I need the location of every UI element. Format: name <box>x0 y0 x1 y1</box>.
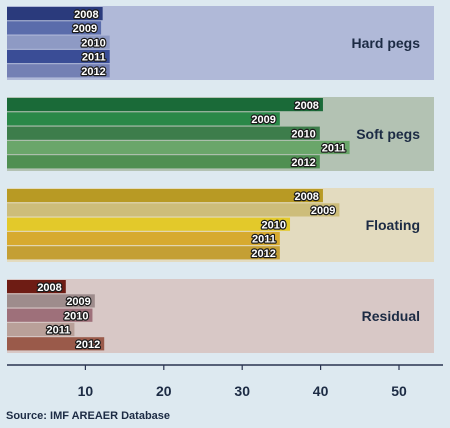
bar-2009 <box>7 294 95 308</box>
bar-label: 2010 <box>291 128 315 140</box>
bar-label: 2011 <box>252 234 276 246</box>
bar-2012 <box>7 337 105 351</box>
bar-2012 <box>7 246 280 260</box>
bar-2011 <box>7 231 280 246</box>
bar-label: 2008 <box>74 9 98 21</box>
bar-2008 <box>7 98 323 112</box>
bar-2009 <box>7 112 280 126</box>
group-label: Residual <box>362 308 420 324</box>
x-tick-label: 50 <box>391 383 407 399</box>
x-axis: 10 20 30 40 50 <box>7 364 443 399</box>
bar-label: 2009 <box>66 296 90 308</box>
bar-2010 <box>7 126 320 140</box>
bar-label: 2011 <box>82 52 106 64</box>
group-label: Soft pegs <box>356 126 420 142</box>
bar-2011 <box>7 140 350 155</box>
bar-label: 2011 <box>322 143 346 155</box>
x-tick-label: 30 <box>234 383 250 399</box>
bar-2011 <box>7 322 75 337</box>
bar-2008 <box>7 7 103 21</box>
bar-label: 2010 <box>81 37 105 49</box>
bar-label: 2008 <box>37 282 61 294</box>
bar-label: 2012 <box>81 66 105 78</box>
x-tick-label: 10 <box>78 383 94 399</box>
bar-2009 <box>7 203 340 217</box>
bar-label: 2012 <box>251 248 275 260</box>
bar-2010 <box>7 217 291 231</box>
bar-label: 2009 <box>311 205 335 217</box>
group-label: Floating <box>366 217 420 233</box>
bar-2010 <box>7 35 110 49</box>
bar-label: 2012 <box>291 157 315 169</box>
source-note: Source: IMF AREAER Database <box>6 410 170 422</box>
bar-label: 2008 <box>294 191 318 203</box>
x-tick-label: 20 <box>156 383 172 399</box>
group-3: 2008 2009 2010 2011 2012 Residual <box>7 279 434 353</box>
x-tick-label: 40 <box>313 383 329 399</box>
bar-2010 <box>7 308 93 322</box>
bar-2012 <box>7 64 110 78</box>
bar-label: 2012 <box>76 339 100 351</box>
group-2: 2008 2009 2010 2011 2012 Floating <box>7 188 434 262</box>
bar-2009 <box>7 21 102 35</box>
bar-label: 2010 <box>262 219 286 231</box>
bar-2012 <box>7 155 320 169</box>
group-label: Hard pegs <box>352 35 421 51</box>
bar-label: 2009 <box>73 23 97 35</box>
bar-label: 2010 <box>64 310 88 322</box>
chart-groups: 2008 2009 2010 2011 2012 Hard pegs 2008 2009 201… <box>7 6 434 353</box>
bar-2011 <box>7 49 110 64</box>
group-1: 2008 2009 2010 2011 2012 Soft pegs <box>7 97 434 171</box>
bar-2008 <box>7 280 66 294</box>
bar-label: 2008 <box>294 100 318 112</box>
bar-label: 2011 <box>47 325 71 337</box>
group-0: 2008 2009 2010 2011 2012 Hard pegs <box>7 6 434 80</box>
bar-label: 2009 <box>251 114 275 126</box>
bar-2008 <box>7 189 323 203</box>
